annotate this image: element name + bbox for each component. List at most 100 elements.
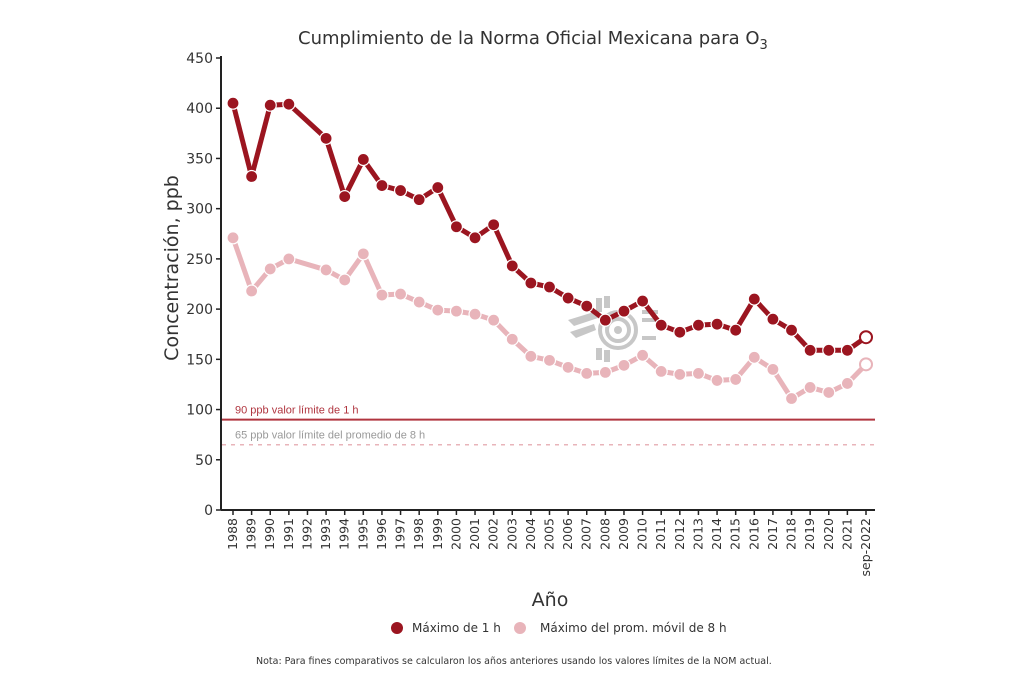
data-point[interactable] bbox=[449, 304, 464, 318]
x-tick-label: 2010 bbox=[635, 518, 650, 550]
data-point[interactable] bbox=[524, 349, 538, 363]
x-tick-label: 2015 bbox=[728, 518, 743, 550]
data-point[interactable] bbox=[356, 152, 370, 167]
data-point[interactable] bbox=[449, 220, 464, 234]
x-tick-label: 1991 bbox=[281, 518, 296, 550]
data-point[interactable] bbox=[505, 259, 519, 273]
series-segment bbox=[361, 252, 385, 297]
data-point[interactable] bbox=[580, 299, 594, 313]
data-point[interactable] bbox=[542, 353, 557, 367]
y-axis: 0 50 100 150 200 250 300 350 400 450 bbox=[186, 51, 222, 519]
data-point[interactable] bbox=[673, 367, 687, 381]
data-point[interactable] bbox=[710, 317, 724, 331]
y-tick-label: 100 bbox=[186, 403, 213, 419]
data-point[interactable] bbox=[729, 323, 743, 337]
legend-item-1h[interactable]: Máximo de 1 h bbox=[391, 621, 501, 635]
data-point[interactable] bbox=[375, 288, 389, 302]
data-point[interactable] bbox=[784, 323, 799, 337]
data-point[interactable] bbox=[840, 376, 854, 391]
data-point[interactable] bbox=[635, 348, 650, 362]
data-point[interactable] bbox=[245, 284, 259, 298]
x-tick-label: 2019 bbox=[802, 518, 817, 550]
series-segment bbox=[491, 223, 515, 267]
x-tick-label: 2003 bbox=[504, 518, 519, 550]
data-point[interactable] bbox=[319, 131, 333, 145]
data-point[interactable] bbox=[859, 357, 873, 372]
data-point[interactable] bbox=[654, 364, 668, 378]
x-tick-label: 2002 bbox=[486, 518, 501, 550]
data-point[interactable] bbox=[673, 325, 687, 339]
data-point[interactable] bbox=[859, 330, 873, 345]
x-tick-label: 2001 bbox=[467, 518, 482, 550]
data-point[interactable] bbox=[319, 263, 333, 277]
data-point[interactable] bbox=[338, 273, 352, 287]
legend: Máximo de 1 h Máximo del prom. móvil de … bbox=[391, 621, 727, 635]
reference-line-label: 65 ppb valor límite del promedio de 8 h bbox=[235, 430, 425, 442]
data-point[interactable] bbox=[468, 307, 482, 321]
legend-item-8h[interactable]: Máximo del prom. móvil de 8 h bbox=[514, 621, 727, 635]
x-tick-label: 2000 bbox=[448, 518, 463, 550]
data-point[interactable] bbox=[822, 385, 836, 400]
data-point[interactable] bbox=[580, 366, 594, 380]
data-point[interactable] bbox=[431, 180, 445, 195]
data-point[interactable] bbox=[356, 247, 370, 261]
data-point[interactable] bbox=[840, 343, 854, 357]
data-point[interactable] bbox=[617, 358, 631, 372]
data-point[interactable] bbox=[803, 380, 817, 395]
x-tick-label: 2006 bbox=[560, 518, 575, 550]
data-point[interactable] bbox=[431, 303, 445, 317]
data-point[interactable] bbox=[263, 262, 277, 276]
data-point[interactable] bbox=[598, 313, 612, 327]
data-point[interactable] bbox=[654, 318, 668, 332]
data-point[interactable] bbox=[505, 332, 519, 346]
data-point[interactable] bbox=[282, 252, 296, 266]
x-tick-label: 1995 bbox=[355, 518, 370, 550]
data-point[interactable] bbox=[617, 304, 631, 318]
legend-label-1h: Máximo de 1 h bbox=[412, 621, 501, 635]
data-point[interactable] bbox=[784, 391, 799, 406]
data-point[interactable] bbox=[747, 292, 761, 306]
data-point[interactable] bbox=[729, 372, 743, 387]
series-segment bbox=[287, 102, 328, 141]
data-point[interactable] bbox=[245, 169, 259, 184]
data-point[interactable] bbox=[598, 365, 612, 379]
data-point[interactable] bbox=[561, 291, 575, 305]
data-point[interactable] bbox=[487, 313, 501, 327]
data-point[interactable] bbox=[338, 190, 352, 204]
data-point[interactable] bbox=[412, 295, 426, 309]
x-tick-label: 2008 bbox=[597, 518, 612, 550]
data-point[interactable] bbox=[635, 294, 650, 308]
series-segment bbox=[230, 102, 255, 178]
data-point[interactable] bbox=[561, 360, 575, 374]
data-point[interactable] bbox=[803, 343, 817, 357]
x-tick-label: 1996 bbox=[374, 518, 389, 550]
x-tick-label: 2011 bbox=[653, 518, 668, 550]
title-subscript: 3 bbox=[760, 38, 768, 53]
data-point[interactable] bbox=[542, 280, 557, 294]
data-point[interactable] bbox=[710, 373, 724, 388]
data-point[interactable] bbox=[487, 218, 501, 232]
data-point[interactable] bbox=[766, 362, 780, 376]
x-tick-label: 2020 bbox=[821, 518, 836, 550]
data-point[interactable] bbox=[747, 350, 761, 364]
x-axis: 1988 1989 1990 1991 1992 1993 1994 1995 1996 1997… bbox=[221, 509, 875, 576]
data-point[interactable] bbox=[691, 366, 706, 380]
data-point[interactable] bbox=[375, 178, 389, 193]
data-point[interactable] bbox=[393, 183, 408, 198]
data-point[interactable] bbox=[766, 312, 780, 326]
data-point[interactable] bbox=[412, 193, 426, 207]
data-point[interactable] bbox=[468, 231, 482, 245]
x-tick-label: 1994 bbox=[337, 518, 352, 550]
data-point[interactable] bbox=[226, 231, 240, 245]
data-point[interactable] bbox=[393, 287, 408, 301]
x-tick-label: 1988 bbox=[225, 518, 240, 550]
data-point[interactable] bbox=[691, 318, 706, 332]
data-point[interactable] bbox=[822, 343, 836, 357]
x-tick-label: sep-2022 bbox=[858, 518, 873, 576]
data-point[interactable] bbox=[524, 276, 538, 290]
y-axis-title: Concentración, ppb bbox=[161, 175, 183, 361]
data-point[interactable] bbox=[226, 96, 240, 110]
data-point[interactable] bbox=[282, 97, 296, 111]
data-point[interactable] bbox=[263, 98, 277, 112]
